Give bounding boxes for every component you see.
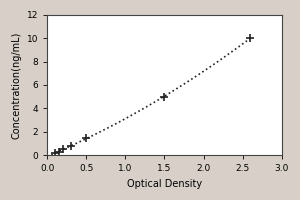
X-axis label: Optical Density: Optical Density: [127, 179, 202, 189]
Y-axis label: Concentration(ng/mL): Concentration(ng/mL): [11, 31, 21, 139]
